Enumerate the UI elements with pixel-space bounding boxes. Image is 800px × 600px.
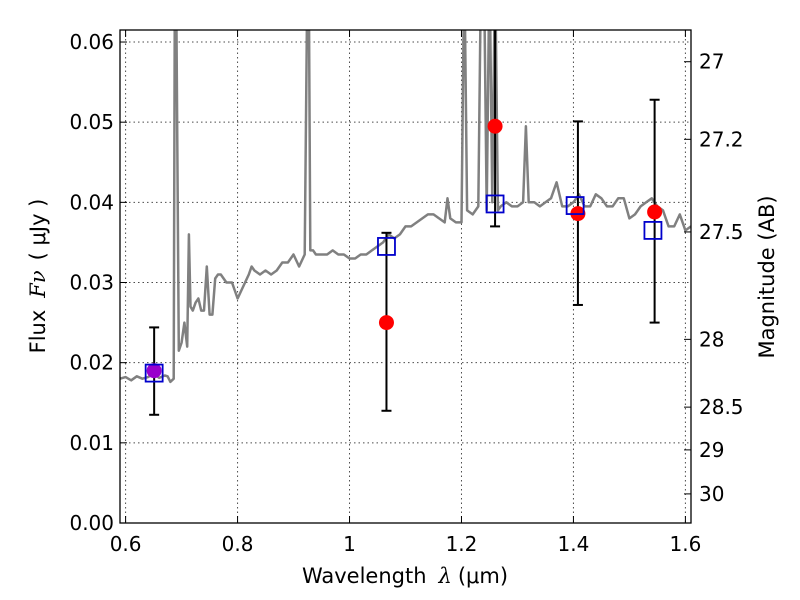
- mag-tick-label: 29: [699, 438, 724, 462]
- y-tick-label: 0.00: [69, 511, 114, 535]
- model-band-marker: [643, 221, 663, 240]
- plot-frame: [119, 29, 692, 524]
- x-tick-label: 1.6: [669, 532, 701, 556]
- x-tick-label: 1.4: [558, 532, 590, 556]
- axes-ticks: 0.6 0.8 1 1.2 1.4 1.6 0.00 0.01 0.02 0.03 0.04 0.05…: [69, 30, 744, 556]
- mag-tick-label: 27.5: [699, 220, 744, 244]
- observed-point: [146, 363, 162, 379]
- model-band-marker: [565, 196, 585, 215]
- mag-tick-label: 28: [699, 327, 724, 351]
- mag-tick-label: 27: [699, 50, 724, 74]
- observed-point: [378, 315, 394, 331]
- x-tick-label: 1.2: [446, 532, 478, 556]
- x-tick-label: 0.8: [222, 532, 254, 556]
- observed-point: [647, 204, 663, 220]
- model-spectrum-line: [120, 30, 691, 384]
- model-band-marker: [377, 237, 396, 256]
- y-tick-label: 0.01: [69, 431, 114, 455]
- y-tick-label: 0.06: [69, 30, 114, 54]
- mag-tick-label: 28.5: [699, 395, 744, 419]
- y-tick-label: 0.03: [69, 271, 114, 295]
- x-axis-title: Wavelength λ (μm): [302, 564, 508, 588]
- series-area: [120, 30, 691, 384]
- mag-tick-label: 30: [699, 482, 724, 506]
- model-band-marker: [144, 363, 164, 383]
- y-tick-label: 0.02: [69, 351, 114, 375]
- y-axis-title-left: FluxFν( μJy ): [26, 199, 50, 354]
- mag-tick-label: 27.2: [699, 127, 744, 151]
- x-tick-label: 0.6: [110, 532, 142, 556]
- y-tick-label: 0.05: [69, 110, 114, 134]
- observed-point: [487, 118, 503, 134]
- points-area: [144, 30, 663, 416]
- model-band-marker: [485, 194, 505, 214]
- y-tick-label: 0.04: [69, 190, 114, 214]
- x-tick-label: 1: [343, 532, 356, 556]
- y-axis-title-right: Magnitude (AB): [755, 195, 779, 358]
